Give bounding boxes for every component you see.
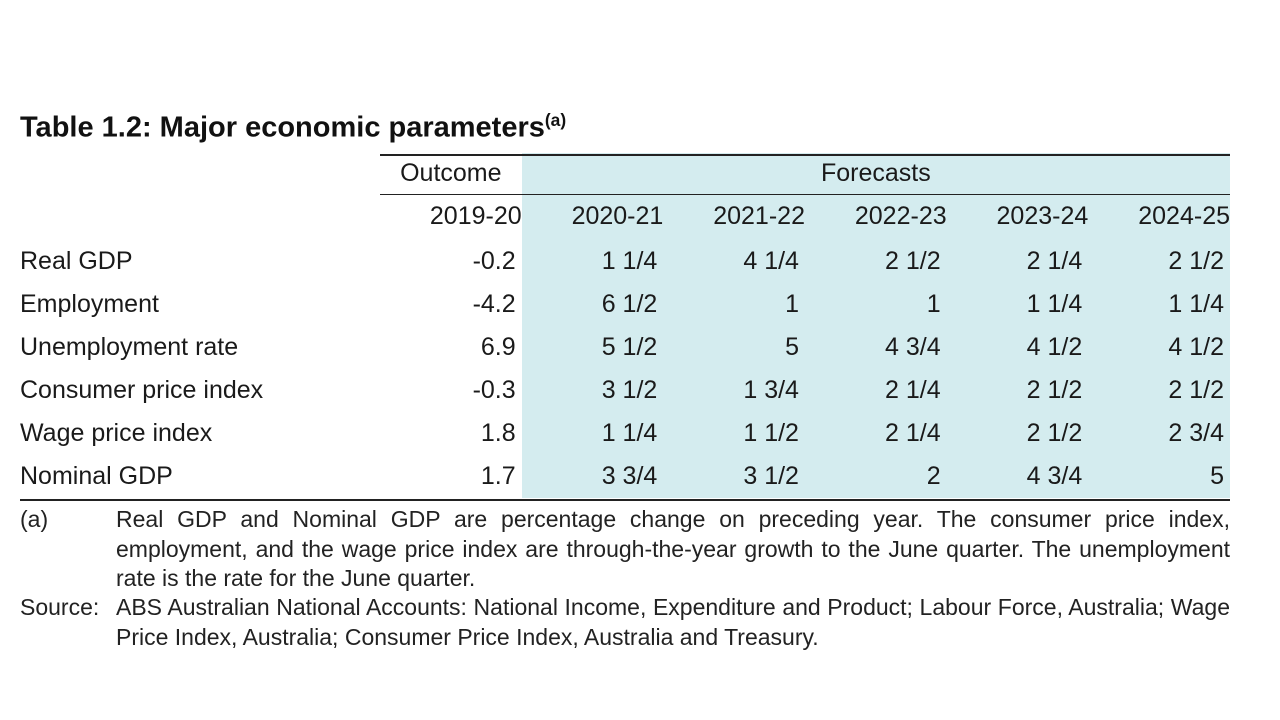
econ-table: Outcome Forecasts 2019-20 2020-21 2021-2… xyxy=(20,153,1230,502)
cell: 2 3/4 xyxy=(1088,412,1230,455)
cell: 2 1/4 xyxy=(805,412,947,455)
cell: 6 1/2 xyxy=(522,283,664,326)
table-bottom-rule xyxy=(20,498,1230,500)
cell: 5 xyxy=(1088,455,1230,498)
footnotes: (a) Real GDP and Nominal GDP are percent… xyxy=(20,505,1230,652)
cell: 1 xyxy=(805,283,947,326)
cell: 2 1/2 xyxy=(1088,369,1230,412)
col-header: 2022-23 xyxy=(805,195,947,241)
table-row: Wage price index 1.8 1 1/4 1 1/2 2 1/4 2… xyxy=(20,412,1230,455)
row-label: Wage price index xyxy=(20,412,380,455)
cell: 4 3/4 xyxy=(947,455,1089,498)
cell: 6.9 xyxy=(380,326,522,369)
cell: -4.2 xyxy=(380,283,522,326)
cell: 1 1/4 xyxy=(947,283,1089,326)
cell: 4 1/2 xyxy=(947,326,1089,369)
cell: 5 xyxy=(663,326,805,369)
cell: 1 1/2 xyxy=(663,412,805,455)
cell: -0.2 xyxy=(380,240,522,283)
cell: 4 1/4 xyxy=(663,240,805,283)
cell: 4 1/2 xyxy=(1088,326,1230,369)
cell: 5 1/2 xyxy=(522,326,664,369)
cell: 1.8 xyxy=(380,412,522,455)
title-superscript: (a) xyxy=(545,110,566,130)
cell: 1 xyxy=(663,283,805,326)
col-header: 2024-25 xyxy=(1088,195,1230,241)
page: Table 1.2: Major economic parameters (a) … xyxy=(0,0,1280,720)
year-header-row: 2019-20 2020-21 2021-22 2022-23 2023-24 … xyxy=(20,195,1230,241)
cell: 2 1/4 xyxy=(805,369,947,412)
table-title: Table 1.2: Major economic parameters(a) xyxy=(20,110,1230,145)
table-row: Consumer price index -0.3 3 1/2 1 3/4 2 … xyxy=(20,369,1230,412)
cell: 1.7 xyxy=(380,455,522,498)
cell: 1 1/4 xyxy=(1088,283,1230,326)
table-row: Real GDP -0.2 1 1/4 4 1/4 2 1/2 2 1/4 2 … xyxy=(20,240,1230,283)
cell: 3 1/2 xyxy=(522,369,664,412)
table-row: Nominal GDP 1.7 3 3/4 3 1/2 2 4 3/4 5 xyxy=(20,455,1230,498)
col-header: 2021-22 xyxy=(663,195,805,241)
source-body: ABS Australian National Accounts: Nation… xyxy=(116,593,1230,652)
cell: 2 1/2 xyxy=(1088,240,1230,283)
cell: 4 3/4 xyxy=(805,326,947,369)
col-header: 2019-20 xyxy=(380,195,522,241)
cell: 2 1/2 xyxy=(805,240,947,283)
source-line: Source: ABS Australian National Accounts… xyxy=(20,593,1230,652)
cell: 2 1/2 xyxy=(947,369,1089,412)
table-row: Unemployment rate 6.9 5 1/2 5 4 3/4 4 1/… xyxy=(20,326,1230,369)
cell: -0.3 xyxy=(380,369,522,412)
source-tag: Source: xyxy=(20,593,116,652)
col-header: 2020-21 xyxy=(522,195,664,241)
cell: 2 1/2 xyxy=(947,412,1089,455)
outcome-header: Outcome xyxy=(380,155,522,193)
footnote-a: (a) Real GDP and Nominal GDP are percent… xyxy=(20,505,1230,593)
cell: 3 1/2 xyxy=(663,455,805,498)
row-label: Employment xyxy=(20,283,380,326)
footnote-a-tag: (a) xyxy=(20,505,116,593)
row-label: Consumer price index xyxy=(20,369,380,412)
footnote-a-body: Real GDP and Nominal GDP are percentage … xyxy=(116,505,1230,593)
forecasts-header: Forecasts xyxy=(522,155,1230,193)
group-header-row: Outcome Forecasts xyxy=(20,155,1230,193)
row-label: Nominal GDP xyxy=(20,455,380,498)
col-header: 2023-24 xyxy=(947,195,1089,241)
cell: 2 1/4 xyxy=(947,240,1089,283)
cell: 1 3/4 xyxy=(663,369,805,412)
cell: 1 1/4 xyxy=(522,412,664,455)
row-label: Real GDP xyxy=(20,240,380,283)
table-row: Employment -4.2 6 1/2 1 1 1 1/4 1 1/4 xyxy=(20,283,1230,326)
cell: 2 xyxy=(805,455,947,498)
cell: 1 1/4 xyxy=(522,240,664,283)
title-text: Table 1.2: Major economic parameters xyxy=(20,112,545,144)
row-label: Unemployment rate xyxy=(20,326,380,369)
cell: 3 3/4 xyxy=(522,455,664,498)
